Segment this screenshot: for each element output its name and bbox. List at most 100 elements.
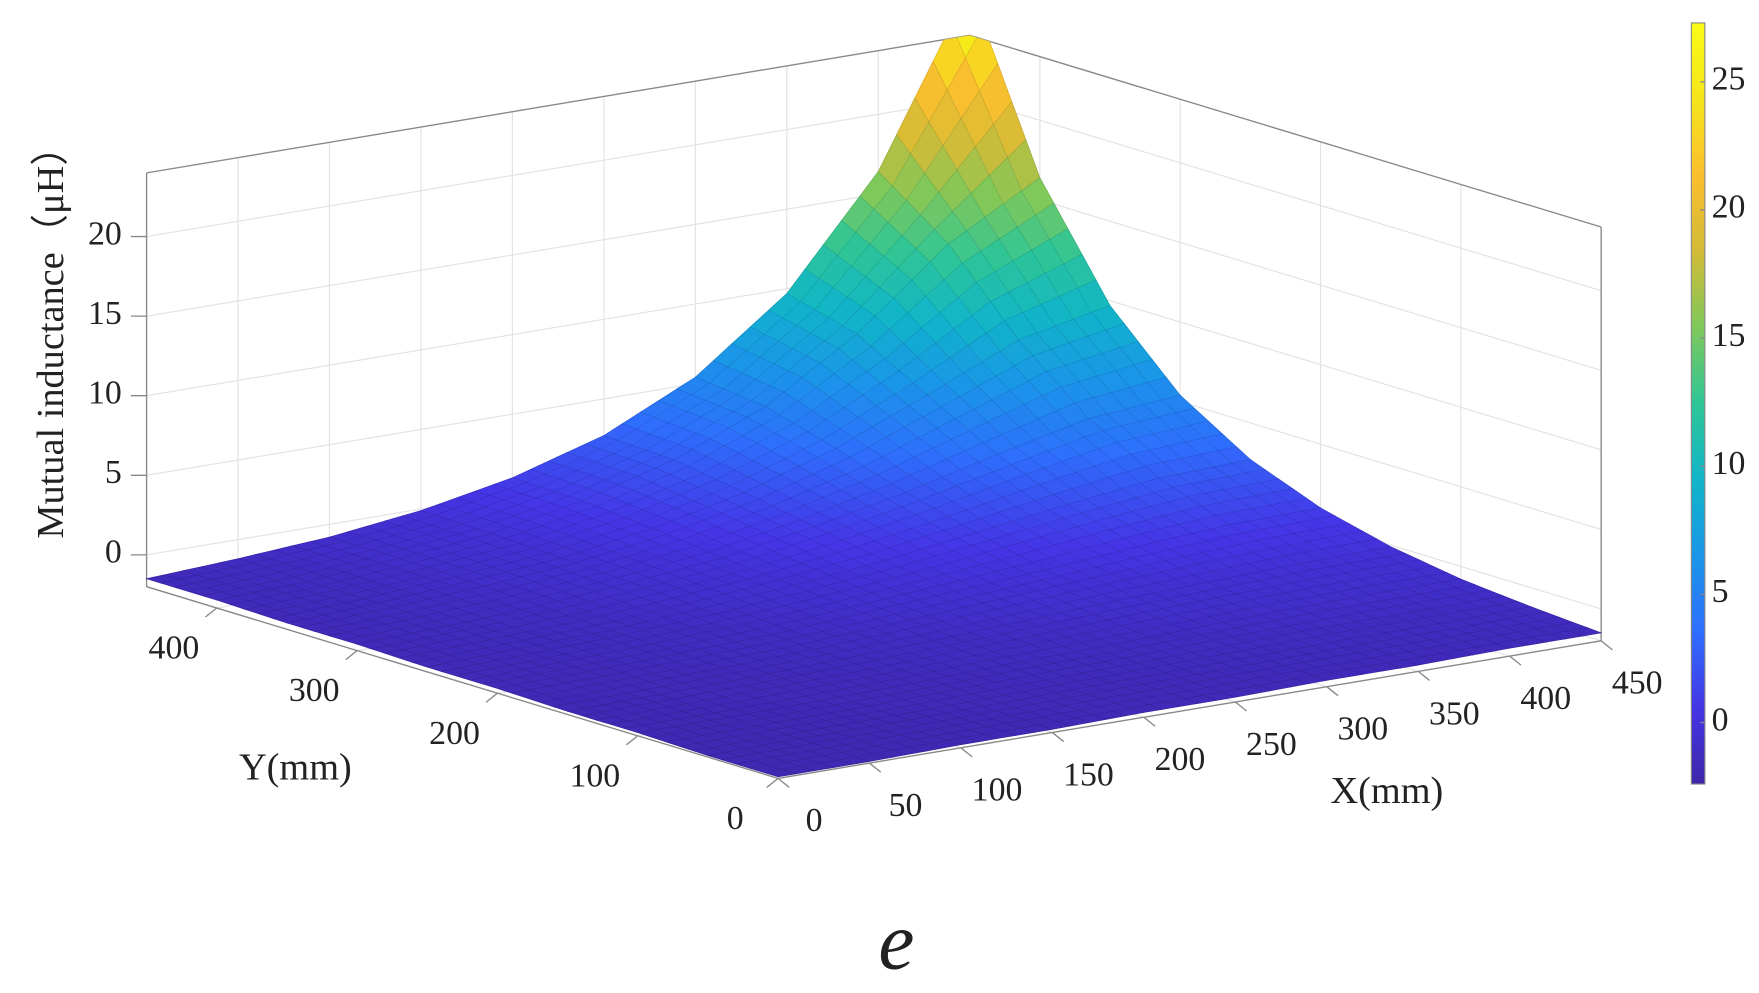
mesh-line xyxy=(1032,537,1124,563)
mesh-line xyxy=(631,388,724,446)
mesh-line xyxy=(329,510,422,538)
mesh-line xyxy=(624,479,717,518)
mesh-line xyxy=(695,376,766,407)
mesh-line xyxy=(1039,453,1131,485)
mesh-line xyxy=(832,519,903,556)
mesh-line xyxy=(462,491,555,525)
y-tick xyxy=(345,650,358,661)
mesh-line xyxy=(512,435,605,479)
z-grid-line xyxy=(146,98,970,238)
mesh-line xyxy=(859,195,931,263)
mesh-line xyxy=(869,505,940,544)
mesh-line xyxy=(1123,515,1216,539)
mesh-line xyxy=(701,422,794,474)
mesh-line xyxy=(567,452,638,477)
mesh-line xyxy=(1214,497,1307,516)
mesh-line xyxy=(725,499,797,533)
mesh-line xyxy=(494,484,565,508)
mesh-line xyxy=(713,360,784,393)
mesh-line xyxy=(530,469,601,493)
mesh-line xyxy=(680,505,773,541)
mesh-line xyxy=(540,444,633,488)
mesh-line xyxy=(1125,408,1196,471)
mesh-line xyxy=(786,293,858,335)
surface-cell xyxy=(877,35,1041,245)
surface-cell xyxy=(1158,459,1322,526)
mesh-line xyxy=(723,309,816,390)
x-tick-label: 350 xyxy=(1429,695,1480,732)
x-tick-label: 400 xyxy=(1520,680,1571,717)
mesh-line xyxy=(820,362,891,417)
surface-cell xyxy=(490,500,654,559)
mesh-line xyxy=(1247,521,1318,561)
mesh-line xyxy=(898,301,991,371)
surface-cell xyxy=(975,504,1139,571)
mesh-line xyxy=(997,418,1089,455)
mesh-line xyxy=(695,293,788,378)
mesh-line xyxy=(1302,510,1373,551)
mesh-line xyxy=(817,456,888,500)
mesh-line xyxy=(984,217,1056,327)
mesh-line xyxy=(1036,332,1108,415)
mesh-line xyxy=(942,476,1013,522)
mesh-line xyxy=(731,343,803,378)
mesh-line xyxy=(582,500,653,529)
mesh-line xyxy=(371,524,464,551)
mesh-line xyxy=(1200,488,1293,507)
mesh-line xyxy=(1015,447,1086,500)
mesh-line xyxy=(758,456,850,500)
mesh-line xyxy=(875,315,946,385)
mesh-line xyxy=(585,443,656,469)
x-tick-label: 450 xyxy=(1612,665,1663,702)
mesh-line xyxy=(1067,504,1138,547)
mesh-line xyxy=(600,492,672,522)
mesh-line xyxy=(747,416,818,458)
mesh-line xyxy=(793,358,886,424)
colorbar-tick-label: 0 xyxy=(1712,701,1729,738)
mesh-line xyxy=(1151,532,1244,554)
mesh-line xyxy=(814,200,907,310)
mesh-line xyxy=(906,63,999,201)
mesh-line xyxy=(969,35,1041,178)
mesh-line xyxy=(798,465,870,507)
mesh-line xyxy=(783,391,855,439)
mesh-line xyxy=(475,490,547,515)
mesh-line xyxy=(947,484,1040,517)
mesh-line xyxy=(434,482,527,516)
x-tick xyxy=(960,747,973,758)
mesh-line xyxy=(807,370,900,432)
mesh-line xyxy=(1172,468,1265,488)
surface-cell xyxy=(743,448,907,527)
z-axis-label: Mutual inductance（μH） xyxy=(30,127,72,538)
mesh-line xyxy=(1313,552,1405,571)
mesh-line xyxy=(457,497,528,521)
mesh-line xyxy=(1109,305,1181,396)
mesh-line xyxy=(1165,539,1258,561)
y-tick xyxy=(766,777,779,788)
mesh-line xyxy=(1158,477,1230,526)
x-tick xyxy=(1051,732,1065,743)
mesh-line xyxy=(978,461,1050,511)
mesh-line xyxy=(905,454,998,493)
mesh-line xyxy=(912,320,1005,384)
mesh-line xyxy=(1179,395,1251,460)
mesh-line xyxy=(1012,520,1083,561)
mesh-line xyxy=(1353,553,1425,586)
mesh-line xyxy=(923,484,995,528)
surface-cell xyxy=(996,418,1160,505)
mesh-line xyxy=(343,514,436,542)
mesh-line xyxy=(708,519,801,553)
mesh-line xyxy=(692,448,763,484)
mesh-line xyxy=(448,486,541,521)
colorbar-tick-label: 15 xyxy=(1712,317,1746,354)
mesh-line xyxy=(1051,432,1123,489)
mesh-line xyxy=(1073,319,1144,405)
mesh-line xyxy=(835,448,906,493)
mesh-line xyxy=(821,382,914,441)
mesh-line xyxy=(945,383,1016,448)
mesh-line xyxy=(365,526,437,549)
mesh-line xyxy=(856,515,949,548)
x-tick-label: 200 xyxy=(1155,741,1206,778)
x-tick-label: 0 xyxy=(806,802,823,839)
mesh-line xyxy=(676,388,748,418)
